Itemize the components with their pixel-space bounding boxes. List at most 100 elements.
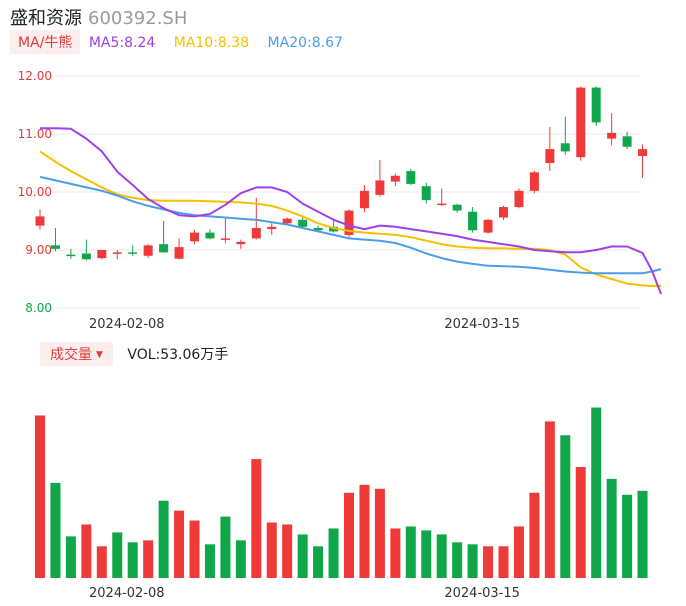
volume-bar — [313, 546, 324, 578]
candle-body — [128, 252, 138, 254]
volume-bar — [96, 546, 107, 578]
volume-legend: 成交量 ▼ VOL:53.06万手 — [40, 342, 228, 366]
ma5-label: MA5:8.24 — [88, 35, 156, 51]
x-tick-label: 2024-02-08 — [89, 586, 165, 601]
moving-average-lines — [39, 127, 663, 295]
volume-bar — [359, 484, 370, 578]
candle-body — [499, 207, 508, 218]
volume-bar — [405, 526, 416, 578]
volume-bar — [560, 435, 571, 578]
volume-bar — [467, 544, 478, 578]
candle-body — [545, 149, 555, 163]
candle-body — [236, 241, 246, 245]
volume-bar — [35, 415, 45, 578]
ma10-line — [39, 150, 662, 287]
volume-bar — [436, 534, 447, 578]
candle-body — [205, 232, 215, 239]
candle-body — [406, 171, 416, 184]
candle-body — [622, 136, 632, 147]
candle-body — [638, 149, 648, 157]
volume-toggle-button[interactable]: 成交量 ▼ — [40, 342, 113, 366]
stock-name: 盛和资源 — [10, 8, 82, 29]
candle-body — [298, 219, 308, 227]
candle-body — [591, 87, 601, 123]
candle-body — [468, 211, 478, 231]
stock-code: 600392.SH — [88, 8, 188, 29]
volume-bar — [374, 488, 385, 578]
volume-bar — [591, 407, 602, 578]
volume-bar — [204, 544, 215, 578]
candle-body — [97, 250, 107, 259]
y-tick-label: 12.00 — [18, 69, 52, 83]
ma-toggle-button[interactable]: MA/牛熊 — [10, 30, 81, 54]
y-tick-label: 10.00 — [18, 185, 52, 199]
candle-body — [313, 227, 323, 231]
candle-body — [560, 143, 570, 152]
volume-bar — [575, 467, 586, 578]
volume-bar — [143, 540, 154, 578]
candle-body — [359, 190, 369, 209]
candle-body — [220, 238, 230, 240]
volume-bar — [622, 494, 633, 578]
volume-bar — [606, 478, 617, 578]
candle-body — [159, 244, 169, 253]
volume-bar — [452, 542, 463, 578]
volume-bar — [112, 532, 123, 578]
candle-body — [514, 190, 524, 208]
volume-bar — [421, 530, 432, 578]
candle-body — [437, 203, 447, 206]
volume-bar — [498, 546, 509, 578]
volume-bar — [251, 459, 262, 578]
volume-bar — [127, 542, 138, 578]
candle-body — [251, 227, 261, 239]
volume-bars — [35, 407, 648, 578]
ma-legend: MA/牛熊 MA5:8.24 MA10:8.38 MA20:8.67 — [10, 30, 357, 54]
candle-body — [35, 216, 45, 226]
candle-body — [174, 247, 184, 259]
volume-bar — [483, 546, 494, 578]
ma10-label: MA10:8.38 — [173, 35, 250, 51]
volume-bar — [297, 534, 308, 578]
candle-body — [190, 232, 199, 242]
candle-body — [329, 226, 339, 232]
candlestick-series — [35, 86, 648, 261]
y-tick-label: 9.00 — [25, 243, 52, 257]
volume-bar — [637, 490, 648, 578]
volume-value-label: VOL:53.06万手 — [127, 347, 229, 363]
volume-bar — [189, 520, 200, 578]
ma5-line — [40, 127, 663, 295]
y-tick-label: 11.00 — [18, 127, 52, 141]
caret-down-icon: ▼ — [96, 350, 103, 360]
y-tick-label: 8.00 — [25, 301, 52, 315]
candle-body — [50, 245, 60, 249]
candle-body — [143, 245, 153, 256]
candle-body — [452, 204, 462, 211]
candle-body — [390, 175, 400, 182]
price-grid — [30, 75, 640, 309]
volume-bar — [220, 516, 231, 578]
candle-body — [282, 218, 292, 224]
volume-bar — [529, 492, 540, 578]
x-tick-label: 2024-03-15 — [444, 586, 520, 601]
volume-bar — [81, 524, 92, 578]
volume-bar — [235, 540, 246, 578]
candle-body — [529, 172, 539, 191]
price-y-axis: 12.00 11.00 10.00 9.00 8.00 — [18, 69, 52, 315]
candle-body — [66, 254, 76, 257]
stock-title: 盛和资源 600392.SH — [10, 4, 187, 30]
volume-bar — [174, 510, 185, 578]
x-tick-label: 2024-02-08 — [89, 317, 165, 332]
volume-bar — [50, 482, 61, 578]
candle-body — [421, 186, 431, 201]
volume-bar — [344, 492, 354, 578]
ma20-line — [39, 175, 662, 275]
candle-body — [375, 180, 385, 195]
candle-body — [607, 132, 617, 139]
volume-bar — [266, 522, 277, 578]
candle-body — [483, 219, 493, 233]
volume-bar — [390, 528, 401, 578]
price-chart[interactable]: 12.00 11.00 10.00 9.00 8.00 2024-02-08 2024-0… — [0, 0, 686, 340]
ma20-label: MA20:8.67 — [267, 35, 343, 51]
